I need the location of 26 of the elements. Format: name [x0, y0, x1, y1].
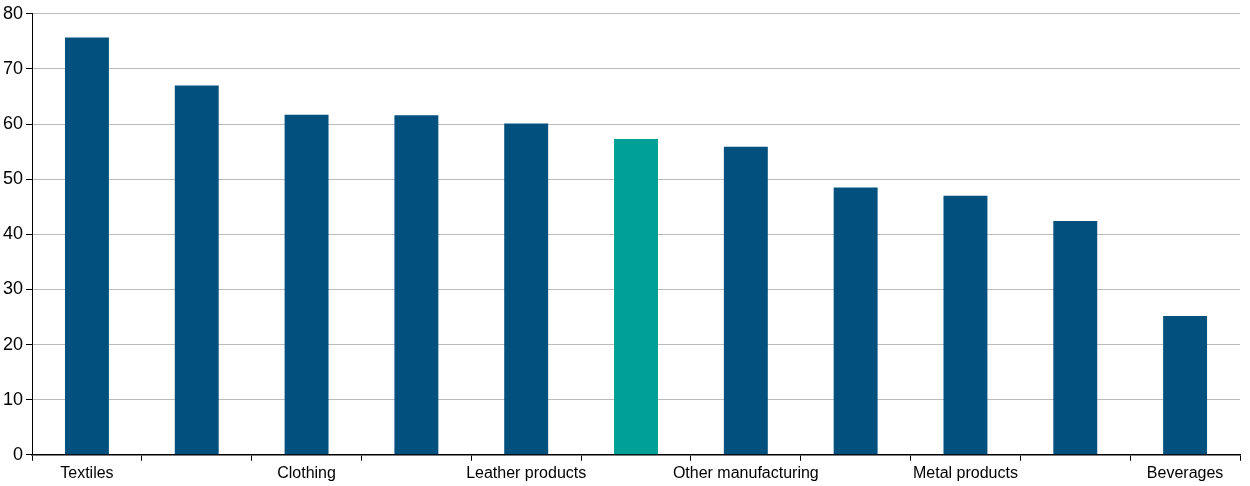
bar — [1053, 221, 1098, 455]
x-tick-label: Beverages — [1146, 463, 1224, 481]
bar — [943, 195, 988, 455]
bar — [394, 115, 439, 455]
y-tick-label: 10 — [2, 388, 24, 409]
y-tick-label: 70 — [2, 57, 24, 78]
y-tick-label: 20 — [2, 333, 24, 354]
bar — [504, 123, 549, 455]
bar — [1163, 315, 1208, 455]
bar — [614, 138, 658, 455]
bar — [723, 146, 768, 455]
y-tick-label: 50 — [2, 168, 24, 189]
x-tick-label: Leather products — [466, 463, 587, 481]
y-tick-label: 80 — [2, 2, 24, 23]
y-tick-label: 30 — [2, 278, 24, 299]
y-tick-label: 60 — [2, 113, 24, 134]
x-tick-label: Textiles — [60, 463, 114, 481]
x-tick-label: Clothing — [277, 463, 336, 481]
x-tick-label: Metal products — [912, 463, 1018, 481]
x-tick-label: Other manufacturing — [672, 463, 819, 481]
y-tick-label: 0 — [13, 443, 24, 464]
bar — [174, 85, 219, 455]
bar — [284, 114, 329, 455]
bar — [64, 37, 109, 455]
y-tick-label: 40 — [2, 223, 24, 244]
bar — [833, 187, 878, 455]
